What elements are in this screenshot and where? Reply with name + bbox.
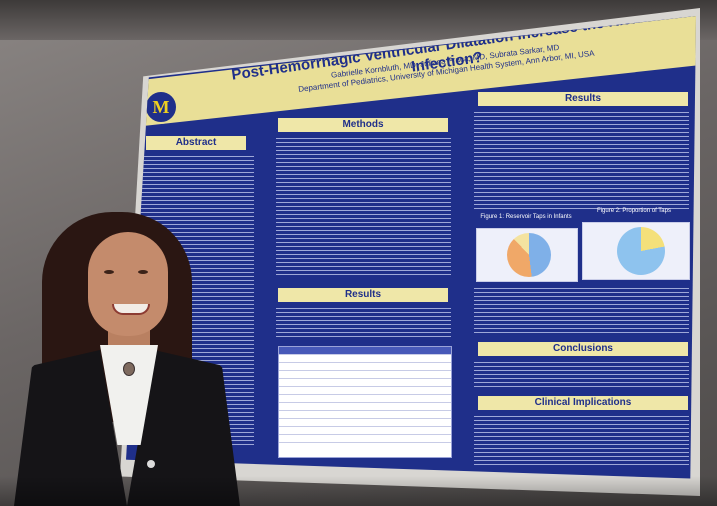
jacket-button — [147, 460, 155, 468]
figure1-caption: Figure 1: Reservoir Taps in Infants — [480, 214, 572, 220]
methods-text — [276, 138, 451, 278]
figure2-pie — [617, 227, 665, 275]
university-logo: M — [144, 90, 178, 124]
figure2-chart — [582, 222, 690, 280]
section-results-left-heading: Results — [278, 288, 448, 302]
section-methods-heading: Methods — [278, 118, 448, 132]
research-poster: Does Repeated Tapping of Ventricular Res… — [126, 16, 696, 479]
figure1-pie — [507, 233, 551, 277]
clinical-text — [474, 416, 689, 466]
results-left-text — [276, 308, 451, 338]
figure2-caption: Figure 2: Proportion of Taps — [597, 208, 671, 214]
results-right-text-2 — [474, 288, 689, 336]
section-results-right-heading: Results — [478, 92, 688, 106]
conclusions-text — [474, 362, 689, 388]
section-abstract-heading: Abstract — [146, 136, 246, 150]
person-face — [88, 232, 168, 336]
smile — [112, 304, 150, 315]
results-right-text — [474, 112, 689, 212]
left-eye — [104, 270, 114, 274]
results-table — [278, 346, 452, 458]
section-conclusions-heading: Conclusions — [478, 342, 688, 356]
necklace-pendant — [123, 362, 135, 376]
figure1-chart — [476, 228, 578, 282]
floor-shadow — [0, 476, 717, 506]
section-clinical-heading: Clinical Implications — [478, 396, 688, 410]
right-eye — [138, 270, 148, 274]
